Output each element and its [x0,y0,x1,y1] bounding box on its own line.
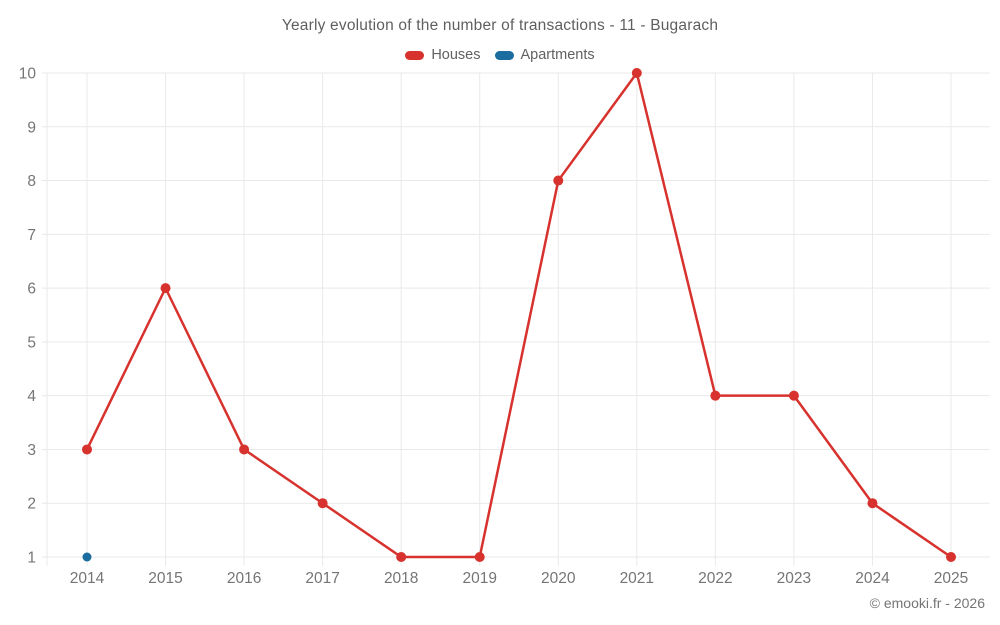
chart-legend: Houses Apartments [0,47,1000,63]
apartments-series-swatch-icon [494,50,514,60]
svg-text:9: 9 [27,119,36,136]
svg-text:5: 5 [27,334,36,351]
svg-text:2025: 2025 [934,570,968,587]
svg-text:2022: 2022 [698,570,732,587]
legend-label-apartments: Apartments [520,47,595,63]
svg-text:10: 10 [19,66,37,83]
svg-text:2016: 2016 [227,570,261,587]
svg-text:2019: 2019 [462,570,496,587]
svg-text:1: 1 [27,550,36,567]
copyright-footer: © emooki.fr - 2026 [869,595,985,611]
svg-text:8: 8 [27,173,36,190]
legend-item-apartments[interactable]: Apartments [494,47,595,63]
legend-label-houses: Houses [431,47,481,63]
svg-text:2023: 2023 [777,570,811,587]
svg-text:6: 6 [27,281,36,298]
legend-item-houses[interactable]: Houses [405,47,481,63]
svg-text:2015: 2015 [148,570,182,587]
svg-text:2024: 2024 [855,570,890,587]
svg-text:2017: 2017 [305,570,339,587]
svg-text:2014: 2014 [70,570,105,587]
svg-text:2021: 2021 [620,570,654,587]
svg-text:2020: 2020 [541,570,576,587]
houses-series-swatch-icon [405,50,425,60]
svg-text:4: 4 [27,388,36,405]
svg-text:3: 3 [27,442,36,459]
svg-text:2018: 2018 [384,570,418,587]
chart-title: Yearly evolution of the number of transa… [281,17,719,34]
svg-text:7: 7 [27,227,36,244]
svg-text:2: 2 [27,496,36,513]
